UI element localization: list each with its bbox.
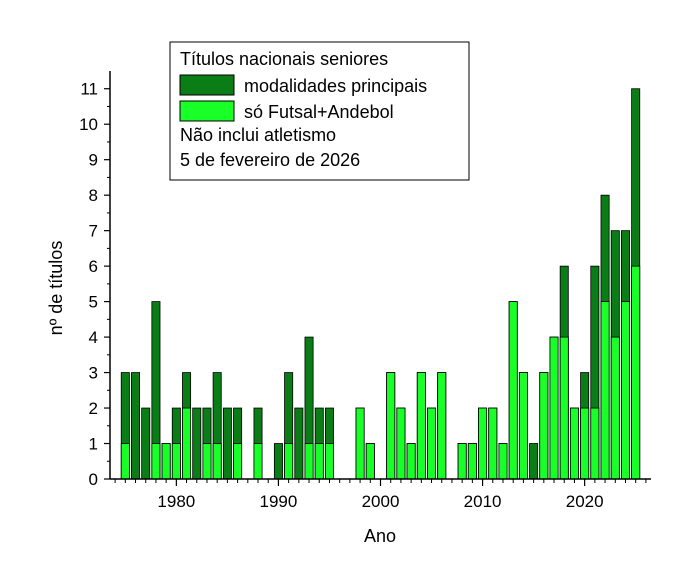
- x-tick-label: 2020: [566, 492, 604, 511]
- bar-futsal-1994: [314, 443, 324, 480]
- bar-futsal-2014: [518, 372, 528, 480]
- bar-modalidades-1976: [131, 372, 141, 480]
- bar-futsal-2011: [488, 407, 498, 480]
- y-tick-label: 0: [89, 470, 98, 489]
- y-tick-label: 3: [89, 364, 98, 383]
- legend-title: Títulos nacionais seniores: [180, 49, 388, 69]
- legend-label-modalidades: modalidades principais: [244, 76, 427, 96]
- x-tick-label: 2000: [362, 492, 400, 511]
- bar-futsal-2003: [406, 443, 416, 480]
- bar-futsal-1999: [365, 443, 375, 480]
- y-axis-title: nº de títulos: [46, 241, 66, 336]
- bar-futsal-1983: [202, 443, 212, 480]
- bar-futsal-1975: [120, 443, 130, 480]
- legend-note-date: 5 de fevereiro de 2026: [180, 150, 360, 170]
- bar-futsal-2021: [590, 407, 600, 480]
- bar-futsal-2009: [467, 443, 477, 480]
- bar-modalidades-1977: [141, 407, 151, 480]
- bar-futsal-2016: [539, 372, 549, 480]
- bar-futsal-2023: [610, 336, 620, 480]
- bar-futsal-2012: [498, 443, 508, 480]
- bar-futsal-1978: [151, 443, 161, 480]
- bar-modalidades-1985: [222, 407, 232, 480]
- x-ticks-layer: 1980 1990 2000 2010 2020: [114, 479, 647, 511]
- bar-futsal-2001: [386, 372, 396, 480]
- bar-futsal-1998: [355, 407, 365, 480]
- bar-modalidades-1982: [192, 407, 202, 480]
- bar-futsal-2024: [620, 301, 630, 480]
- bar-futsal-1984: [212, 443, 222, 480]
- y-tick-label: 4: [89, 328, 98, 347]
- legend-swatch-futsal: [179, 100, 235, 122]
- bars-layer: [120, 88, 641, 480]
- bar-futsal-2006: [437, 372, 447, 480]
- bar-futsal-2010: [478, 407, 488, 480]
- bar-modalidades-2015: [529, 443, 539, 480]
- x-tick-label: 1990: [260, 492, 298, 511]
- bar-futsal-2020: [580, 407, 590, 480]
- y-tick-label: 2: [89, 399, 98, 418]
- bar-futsal-2017: [549, 336, 559, 480]
- legend-label-futsal: só Futsal+Andebol: [244, 102, 394, 122]
- x-tick-label: 2010: [464, 492, 502, 511]
- x-tick-label: 1980: [157, 492, 195, 511]
- bar-futsal-1993: [304, 443, 314, 480]
- bar-futsal-2025: [631, 265, 641, 480]
- bar-futsal-2008: [457, 443, 467, 480]
- bar-modalidades-1990: [273, 443, 283, 480]
- y-tick-label: 11: [80, 80, 98, 99]
- y-tick-label: 6: [89, 257, 98, 276]
- bar-futsal-1979: [161, 443, 171, 480]
- legend: Títulos nacionais seniores modalidades p…: [169, 41, 470, 181]
- bar-futsal-2002: [396, 407, 406, 480]
- bar-futsal-1981: [182, 407, 192, 480]
- bar-futsal-2018: [559, 336, 569, 480]
- y-tick-label: 8: [89, 186, 98, 205]
- legend-note-atletismo: Não inclui atletismo: [180, 125, 336, 145]
- bar-futsal-2022: [600, 301, 610, 480]
- bar-futsal-1991: [284, 443, 294, 480]
- bar-futsal-2013: [508, 301, 518, 480]
- bar-futsal-1980: [171, 443, 181, 480]
- bar-futsal-1995: [324, 443, 334, 480]
- x-axis-title: Ano: [364, 526, 396, 546]
- bar-futsal-2005: [427, 407, 437, 480]
- y-tick-label: 7: [89, 222, 98, 241]
- y-ticks-layer: 0 1 2 3 4 5 6 7 8 9 10 11: [79, 80, 110, 489]
- bar-modalidades-1992: [294, 407, 304, 480]
- bar-futsal-2019: [569, 407, 579, 480]
- y-tick-label: 9: [89, 151, 98, 170]
- y-tick-label: 10: [79, 115, 98, 134]
- y-tick-label: 5: [89, 293, 98, 312]
- bar-futsal-1986: [233, 443, 243, 480]
- bar-futsal-1988: [253, 443, 263, 480]
- y-tick-label: 1: [89, 435, 98, 454]
- bar-futsal-2004: [416, 372, 426, 480]
- legend-swatch-modalidades: [179, 74, 235, 96]
